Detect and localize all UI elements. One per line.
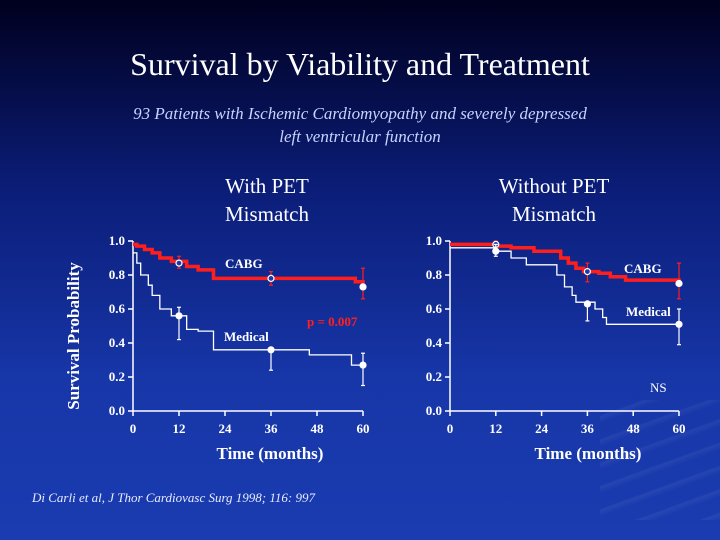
right-x-axis-label: Time (months) xyxy=(534,444,642,463)
left-x-tick-label: 0 xyxy=(130,421,137,436)
right-panel-title-line-2: Mismatch xyxy=(512,202,596,226)
left-medical-point xyxy=(267,346,275,354)
left-y-tick-label: 0.4 xyxy=(109,335,126,350)
right-x-tick-label: 12 xyxy=(489,421,502,436)
left-medical-label: Medical xyxy=(224,329,269,344)
right-panel-title: Without PET Mismatch xyxy=(454,172,654,228)
left-cabg-curve xyxy=(133,242,365,287)
left-x-tick-label: 60 xyxy=(357,421,370,436)
left-x-tick-label: 12 xyxy=(173,421,186,436)
left-x-axis-label: Time (months) xyxy=(216,444,324,463)
left-x-tick-label: 48 xyxy=(311,421,325,436)
subtitle-line-1: 93 Patients with Ischemic Cardiomyopathy… xyxy=(133,104,587,123)
left-medical-point xyxy=(359,361,367,369)
left-annotation: p = 0.007 xyxy=(307,314,358,329)
left-cabg-point xyxy=(175,259,183,267)
left-cabg-label: CABG xyxy=(225,256,263,271)
right-annotation: NS xyxy=(650,380,667,395)
left-medical-curve xyxy=(133,252,363,366)
right-panel-title-line-1: Without PET xyxy=(498,174,610,198)
slide-title: Survival by Viability and Treatment xyxy=(130,46,590,82)
right-cabg-point xyxy=(583,268,592,276)
slide-subtitle: 93 Patients with Ischemic Cardiomyopathy… xyxy=(60,102,660,148)
left-x-tick-label: 36 xyxy=(265,421,279,436)
left-y-tick-label: 0.0 xyxy=(109,403,125,418)
right-x-tick-label: 60 xyxy=(673,421,686,436)
right-y-tick-label: 0.6 xyxy=(426,301,443,316)
right-x-tick-label: 36 xyxy=(581,421,595,436)
right-medical-curve xyxy=(450,247,680,326)
left-panel-title-line-1: With PET xyxy=(225,174,309,198)
left-cabg-point xyxy=(359,283,367,291)
left-cabg-point xyxy=(267,274,275,282)
right-cabg-curve xyxy=(450,242,681,282)
right-y-tick-label: 1.0 xyxy=(426,233,442,248)
right-y-tick-label: 0.8 xyxy=(426,267,443,282)
left-x-tick-label: 24 xyxy=(219,421,233,436)
left-y-tick-label: 0.8 xyxy=(109,267,126,282)
right-cabg-label: CABG xyxy=(624,261,662,276)
right-medical-label: Medical xyxy=(626,304,671,319)
left-y-tick-label: 0.6 xyxy=(109,301,126,316)
left-y-tick-label: 0.2 xyxy=(109,369,125,384)
citation: Di Carli et al, J Thor Cardiovasc Surg 1… xyxy=(32,490,315,505)
left-panel-title: With PET Mismatch xyxy=(167,172,367,228)
right-medical-point xyxy=(492,247,500,255)
right-y-tick-label: 0.4 xyxy=(426,335,443,350)
right-x-tick-label: 48 xyxy=(627,421,641,436)
right-medical-point xyxy=(583,300,592,308)
right-medical-point xyxy=(675,320,683,328)
left-medical-point xyxy=(175,312,183,320)
right-x-tick-label: 0 xyxy=(447,421,454,436)
right-y-tick-label: 0.2 xyxy=(426,369,442,384)
right-y-tick-label: 0.0 xyxy=(426,403,442,418)
background-stripes xyxy=(600,400,720,520)
right-x-tick-label: 24 xyxy=(535,421,549,436)
subtitle-line-2: left ventricular function xyxy=(279,127,441,146)
right-cabg-point xyxy=(675,279,683,288)
left-panel-title-line-2: Mismatch xyxy=(225,202,309,226)
left-y-tick-label: 1.0 xyxy=(109,233,125,248)
